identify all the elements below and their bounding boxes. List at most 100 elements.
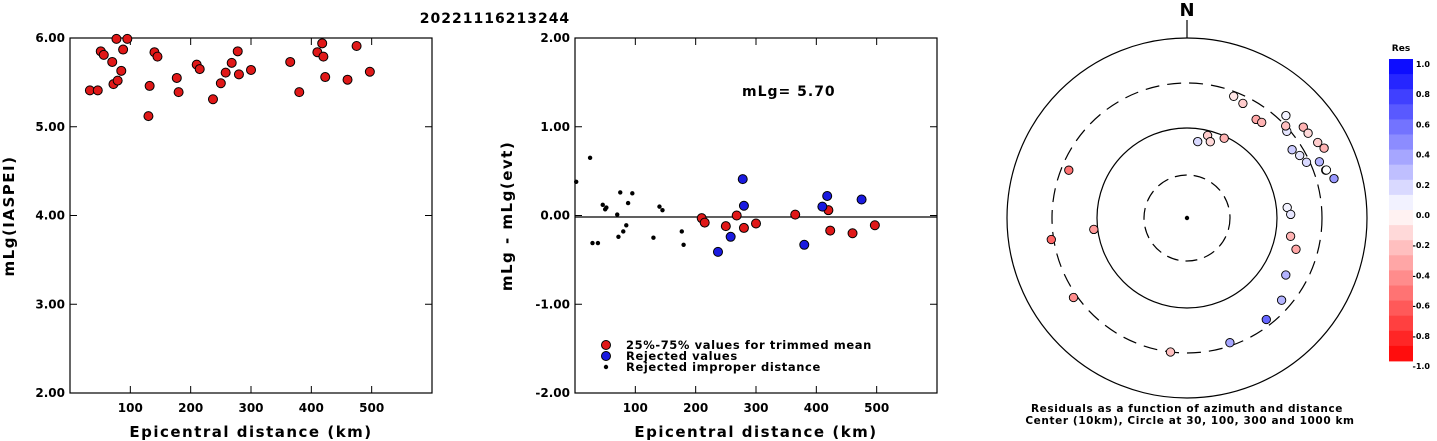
legend: 25%-75% values for trimmed mean Rejected…: [601, 338, 872, 374]
colorbar-label: -0.2: [1413, 241, 1431, 250]
colorbar-swatch: [1389, 240, 1413, 256]
polar-data-point: [1046, 234, 1056, 245]
middle-x-tick-label: 200: [683, 401, 708, 415]
middle-x-axis-label: Epicentral distance (km): [634, 423, 877, 441]
middle-point-improper: [660, 207, 665, 213]
left-x-tick-label: 200: [178, 401, 203, 415]
colorbar-swatch: [1389, 74, 1413, 90]
middle-point-improper: [621, 229, 626, 234]
left-data-point: [351, 40, 362, 51]
middle-point-improper: [651, 235, 656, 240]
middle-point-rejected: [725, 231, 736, 242]
middle-point-trimmed: [751, 218, 761, 229]
legend-label-trimmed: 25%-75% values for trimmed mean: [626, 338, 872, 352]
left-data-point: [92, 85, 103, 96]
colorbar-label: 1.0: [1416, 60, 1431, 69]
middle-point-improper: [600, 202, 605, 208]
colorbar-swatch: [1389, 164, 1413, 181]
colorbar-swatch: [1389, 270, 1413, 286]
middle-point-trimmed: [869, 220, 880, 231]
middle-x-tick-label: 300: [743, 401, 768, 415]
left-data-point: [194, 64, 205, 75]
polar-data-point: [1225, 338, 1235, 348]
left-data-point: [98, 49, 109, 60]
left-x-tick-label: 100: [118, 401, 143, 415]
middle-point-rejected: [799, 239, 810, 250]
left-data-point: [171, 72, 182, 83]
colorbar-label: -0.8: [1413, 332, 1431, 341]
left-data-point: [215, 78, 226, 89]
polar-data-point: [1303, 128, 1313, 138]
middle-point-rejected: [817, 201, 828, 212]
colorbar-label: -0.6: [1413, 302, 1431, 311]
mlg-annotation: mLg= 5.70: [742, 84, 836, 100]
ring-300km: [1051, 82, 1323, 354]
polar-data-point: [1281, 121, 1291, 131]
left-data-point: [107, 56, 118, 67]
left-data-point: [226, 57, 237, 68]
middle-point-trimmed: [825, 225, 836, 236]
left-data-point: [233, 69, 244, 80]
middle-point-rejected: [856, 194, 867, 205]
colorbar-label: 0.2: [1416, 181, 1430, 190]
north-label: N: [1179, 0, 1194, 21]
left-data-point: [111, 33, 122, 44]
legend-marker-rejected: [601, 351, 611, 361]
colorbar-swatch: [1389, 300, 1413, 317]
middle-point-rejected: [737, 174, 748, 185]
polar-data-point: [1313, 137, 1323, 148]
middle-point-rejected: [712, 246, 723, 257]
polar-caption-line1: Residuals as a function of azimuth and d…: [1031, 403, 1343, 415]
middle-point-trimmed: [731, 210, 742, 221]
polar-data-point: [1068, 292, 1079, 303]
colorbar-label: 0.6: [1416, 120, 1431, 129]
middle-point-improper: [615, 212, 620, 217]
middle-data-points: [574, 155, 880, 257]
middle-x-tick-label: 400: [804, 401, 829, 415]
colorbar-labels: 1.0 0.8 0.6 0.4 0.2 0.0 -0.2 -0.4 -0.6 -0.8 -1.0: [1413, 60, 1431, 371]
polar-data-point: [1281, 110, 1291, 121]
left-data-point: [364, 66, 375, 77]
polar-data-point: [1261, 314, 1271, 325]
left-y-tick-label: 4.00: [35, 209, 65, 223]
left-y-tick-label: 2.00: [35, 386, 65, 400]
left-data-points: [84, 33, 375, 122]
polar-data-point: [1319, 143, 1329, 153]
middle-point-improper: [604, 205, 609, 210]
middle-point-trimmed: [790, 209, 801, 220]
colorbar-swatch: [1389, 59, 1413, 75]
polar-data-point: [1286, 209, 1296, 220]
colorbar-label: 0.8: [1416, 90, 1431, 99]
colorbar-label: 0.4: [1416, 151, 1431, 160]
residual-colorbar: Res 1.0 0.8 0.6 0.4 0.2 0.0 -0.2 -0.4 -0.6 -0.8 -1…: [1389, 44, 1430, 371]
colorbar-label: -1.0: [1413, 362, 1431, 371]
left-data-point: [152, 51, 163, 62]
polar-data-point: [1257, 117, 1267, 128]
middle-y-tick-label: -2.00: [535, 386, 570, 400]
left-data-point: [294, 87, 305, 98]
left-data-point: [173, 87, 184, 98]
polar-data-point: [1295, 150, 1305, 161]
polar-center: [1184, 215, 1190, 221]
polar-data-point: [1291, 244, 1301, 254]
left-data-point: [246, 64, 256, 75]
middle-point-improper: [616, 234, 621, 239]
left-data-point: [118, 44, 129, 55]
middle-y-ticks: -2.00 -1.00 0.00 1.00 2.00: [535, 31, 937, 400]
middle-point-improper: [618, 190, 623, 195]
middle-point-improper: [630, 191, 635, 196]
left-data-point: [285, 56, 296, 67]
polar-data-point: [1205, 137, 1215, 147]
colorbar-swatch: [1389, 285, 1413, 301]
left-data-point: [232, 46, 243, 57]
left-data-point: [320, 72, 331, 83]
left-data-point: [317, 38, 328, 49]
left-data-point: [342, 74, 353, 85]
middle-point-improper: [587, 155, 593, 161]
middle-y-tick-label: 0.00: [540, 209, 570, 223]
colorbar-swatch: [1389, 179, 1413, 196]
polar-data-point: [1314, 157, 1325, 167]
middle-y-axis-label: mLg - mLg(evt): [498, 141, 516, 291]
polar-data-point: [1287, 145, 1297, 155]
polar-data-point: [1193, 136, 1203, 147]
